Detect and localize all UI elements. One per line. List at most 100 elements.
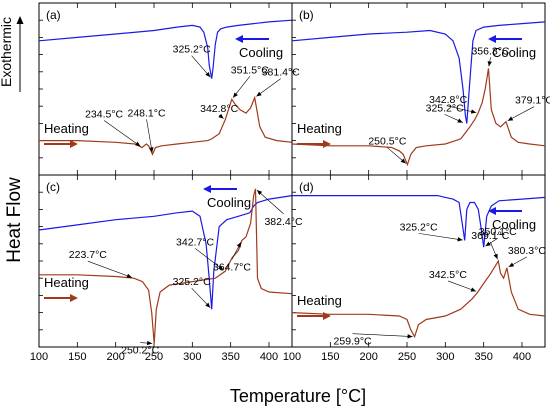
- annotation-arrowhead: [205, 302, 211, 308]
- peak-annotation: 356.3°C: [471, 45, 509, 57]
- heating-curve: [39, 95, 293, 156]
- peak-annotation: 342.8°C: [200, 103, 238, 115]
- heating-legend-arrow-head: [323, 312, 331, 320]
- x-tick-label: 200: [359, 351, 377, 363]
- annotation-arrowhead: [457, 237, 463, 242]
- peak-annotation: 380.3°C: [508, 245, 546, 257]
- cooling-curve: [38, 195, 293, 310]
- x-tick-label: 200: [106, 351, 124, 363]
- heating-legend-arrow-head: [70, 140, 78, 148]
- annotation-arrowhead: [126, 273, 132, 278]
- x-tick-label: 250: [398, 351, 416, 363]
- peak-annotation: 259.9°C: [334, 336, 372, 348]
- peak-annotation: 364.7°C: [213, 261, 251, 273]
- annotation-arrowhead: [470, 287, 477, 292]
- peak-annotation: 382.4°C: [264, 216, 302, 228]
- cooling-curve: [292, 195, 546, 248]
- annotation-arrowhead: [147, 340, 153, 346]
- annotation-arrowhead: [233, 92, 238, 98]
- annotation-arrowhead: [487, 61, 492, 67]
- panel-label: (b): [299, 8, 314, 22]
- heating-curve: [39, 188, 293, 344]
- x-tick-label: 100: [283, 351, 301, 363]
- x-tick-label: 150: [321, 351, 339, 363]
- peak-annotation: 325.2°C: [173, 44, 211, 56]
- peak-annotation: 250.5°C: [368, 136, 406, 148]
- cooling-legend-label: Cooling: [492, 217, 536, 232]
- annotation-arrowhead: [470, 109, 477, 114]
- peak-annotation: 342.5°C: [429, 269, 467, 281]
- x-tick-label: 300: [436, 351, 454, 363]
- annotation-leader: [418, 233, 463, 241]
- x-axis-title: Temperature [°C]: [230, 386, 366, 406]
- panel-b: (b) Cooling Heating 356.3°C 325.2°C 379.1°C 34…: [291, 2, 550, 176]
- panel-frame: [291, 2, 546, 176]
- cooling-legend-arrow-head: [488, 35, 496, 43]
- peak-annotation: 351.5°C: [231, 64, 269, 76]
- annotation-leader: [256, 78, 281, 97]
- peak-annotation: 234.5°C: [85, 108, 123, 120]
- peak-annotation: 250.2°C: [121, 345, 159, 357]
- panel-label: (c): [46, 180, 60, 194]
- peak-annotation: 325.2°C: [400, 221, 438, 233]
- panel-d: 100 150 200 250 300 350 400 (d) Cooling Heating 32…: [283, 174, 546, 363]
- peak-annotation: 325.2°C: [426, 102, 464, 114]
- x-tick-label: 400: [260, 351, 278, 363]
- annotation-arrowhead: [135, 141, 141, 147]
- annotation-arrowhead: [493, 253, 498, 260]
- annotation-arrowhead: [457, 118, 463, 123]
- annotation-leader: [103, 120, 141, 147]
- cooling-legend-label: Cooling: [239, 45, 283, 60]
- annotation-arrowhead: [407, 334, 413, 339]
- annotation-arrowhead: [485, 241, 491, 247]
- peak-annotation: 350.1°C: [479, 226, 517, 238]
- peak-annotation: 325.2°C: [173, 276, 211, 288]
- exothermic-label: Exothermic: [0, 17, 14, 87]
- x-tick-label: 300: [183, 351, 201, 363]
- annotation-arrowhead: [508, 262, 515, 267]
- annotation-arrowhead: [218, 265, 224, 271]
- cooling-legend-label: Cooling: [207, 195, 251, 210]
- cooling-curve: [291, 21, 546, 124]
- annotation-leader: [256, 189, 284, 214]
- cooling-legend-label: Cooling: [492, 45, 536, 60]
- x-tick-label: 250: [145, 351, 163, 363]
- annotation-leader: [87, 260, 133, 278]
- annotation-leader: [352, 333, 413, 337]
- peak-annotation: 381.4°C: [262, 67, 300, 79]
- peak-annotation: 379.1°C: [515, 95, 550, 107]
- x-tick-label: 150: [68, 351, 86, 363]
- panel-c: 100 150 200 250 300 350 400 (c) Cooling Heating 22…: [30, 174, 303, 363]
- heating-legend-label: Heating: [44, 121, 89, 136]
- x-tick-label: 400: [513, 351, 531, 363]
- heating-curve: [291, 68, 546, 167]
- cooling-legend-arrow-head: [235, 35, 243, 43]
- cooling-legend-arrow-head: [488, 207, 496, 215]
- heating-legend-label: Heating: [297, 121, 342, 136]
- x-tick-label: 350: [474, 351, 492, 363]
- annotation-arrowhead: [205, 71, 211, 78]
- cooling-legend-arrow-head: [203, 185, 211, 193]
- peak-annotation: 369.1°C: [471, 230, 509, 242]
- exothermic-arrow-head: [16, 16, 24, 24]
- annotation-leader: [146, 119, 153, 153]
- heating-legend-label: Heating: [44, 275, 89, 290]
- x-tick-label: 350: [221, 351, 239, 363]
- heating-legend-label: Heating: [297, 293, 342, 308]
- peak-annotation: 342.7°C: [176, 236, 214, 248]
- heating-curve: [291, 259, 546, 339]
- annotation-arrowhead: [256, 91, 262, 97]
- y-axis-title: Heat Flow: [4, 177, 25, 263]
- annotation-arrowhead: [218, 113, 224, 119]
- annotation-arrowhead: [400, 158, 406, 164]
- annotation-arrowhead: [149, 147, 154, 153]
- annotation-arrowhead: [256, 190, 263, 196]
- annotation-arrowhead: [507, 116, 514, 121]
- heating-legend-arrow-head: [70, 294, 78, 302]
- annotation-leader: [194, 248, 224, 271]
- x-tick-label: 100: [30, 351, 48, 363]
- heating-legend-arrow-head: [323, 140, 331, 148]
